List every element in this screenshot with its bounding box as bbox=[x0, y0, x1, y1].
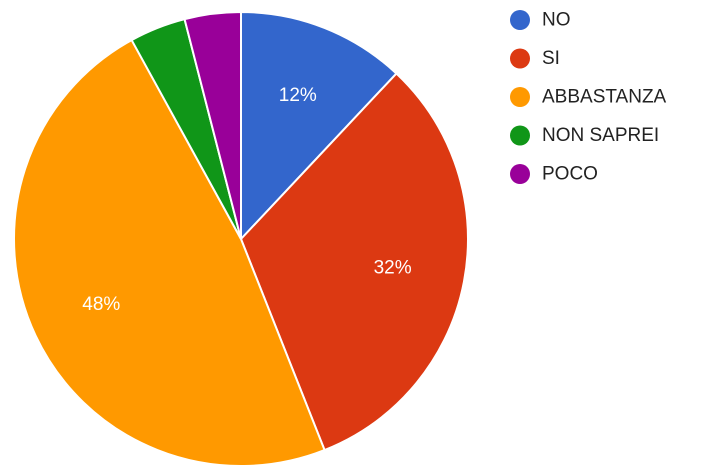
pie-slice-si bbox=[239, 72, 470, 452]
legend-label-poco: POCO bbox=[542, 164, 598, 185]
data-label-si: 32% bbox=[374, 257, 412, 278]
legend-item-no: NO bbox=[510, 10, 571, 31]
pie-data-labels: 12% 32% 48% bbox=[82, 85, 411, 315]
legend-marker-abbastanza bbox=[510, 87, 530, 107]
legend-label-no: NO bbox=[542, 10, 571, 31]
chart-legend: NO SI ABBASTANZA NON SAPREI POCO bbox=[510, 10, 667, 185]
legend-label-non-saprei: NON SAPREI bbox=[542, 125, 659, 146]
legend-item-abbastanza: ABBASTANZA bbox=[510, 87, 667, 108]
data-label-no: 12% bbox=[279, 85, 317, 106]
legend-marker-poco bbox=[510, 164, 530, 184]
legend-item-si: SI bbox=[510, 48, 560, 69]
legend-item-non-saprei: NON SAPREI bbox=[510, 125, 659, 146]
data-label-abbastanza: 48% bbox=[82, 294, 120, 315]
pie-slices bbox=[13, 10, 470, 466]
legend-marker-no bbox=[510, 10, 530, 30]
legend-marker-non-saprei bbox=[510, 125, 530, 146]
pie-slice-no bbox=[240, 10, 398, 242]
legend-label-abbastanza: ABBASTANZA bbox=[542, 87, 667, 108]
pie-slice-poco bbox=[183, 10, 242, 240]
legend-marker-si bbox=[510, 48, 530, 69]
legend-item-poco: POCO bbox=[510, 164, 598, 185]
legend-label-si: SI bbox=[542, 48, 560, 69]
